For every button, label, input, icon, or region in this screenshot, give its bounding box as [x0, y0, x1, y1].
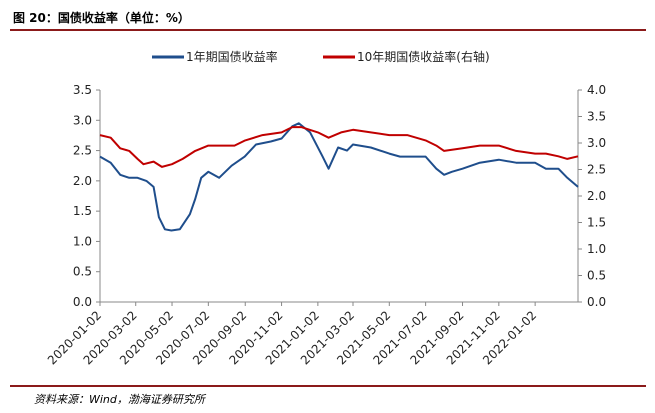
- right-tick-label: 3.5: [587, 110, 606, 124]
- top-rule: [10, 29, 646, 31]
- left-tick-label: 3.5: [73, 83, 92, 97]
- right-tick-label: 1.5: [587, 216, 606, 230]
- source-note: 资料来源：Wind，渤海证券研究所: [34, 393, 205, 406]
- legend-label-2: 10年期国债收益率(右轴): [357, 49, 490, 64]
- left-axis-ticks: 0.0 0.5 1.0 1.5 2.0 2.5 3.0 3.5: [73, 83, 100, 309]
- right-tick-label: 3.0: [587, 136, 606, 150]
- right-tick-label: 0.5: [587, 269, 606, 283]
- yield-chart: 0.0 0.5 1.0 1.5 2.0 2.5 3.0 3.5 0.0 0.5 1.0 1.5 2.0…: [45, 49, 606, 367]
- left-tick-label: 0.0: [73, 295, 92, 309]
- right-tick-label: 0.0: [587, 295, 606, 309]
- chart-legend: 1年期国债收益率 10年期国债收益率(右轴): [152, 49, 490, 64]
- left-tick-label: 1.0: [73, 234, 92, 248]
- left-tick-label: 2.0: [73, 174, 92, 188]
- left-tick-label: 1.5: [73, 204, 92, 218]
- bottom-rule: [10, 385, 646, 387]
- left-tick-label: 2.5: [73, 144, 92, 158]
- left-tick-label: 3.0: [73, 113, 92, 127]
- right-tick-label: 4.0: [587, 83, 606, 97]
- legend-label-1: 1年期国债收益率: [186, 49, 278, 64]
- series-line-2: [99, 126, 579, 168]
- right-tick-label: 1.0: [587, 242, 606, 256]
- right-tick-label: 2.5: [587, 163, 606, 177]
- right-tick-label: 2.0: [587, 189, 606, 203]
- series-layer: [99, 122, 579, 232]
- figure-title: 图 20：国债收益率（单位：%）: [13, 11, 190, 25]
- series-line-1: [99, 122, 579, 232]
- right-axis-ticks: 0.0 0.5 1.0 1.5 2.0 2.5 3.0 3.5 4.0: [578, 83, 606, 309]
- left-tick-label: 0.5: [73, 265, 92, 279]
- chart-axes: [99, 90, 579, 303]
- x-axis-ticks: 2020-01-022020-03-022020-05-022020-07-02…: [45, 302, 539, 367]
